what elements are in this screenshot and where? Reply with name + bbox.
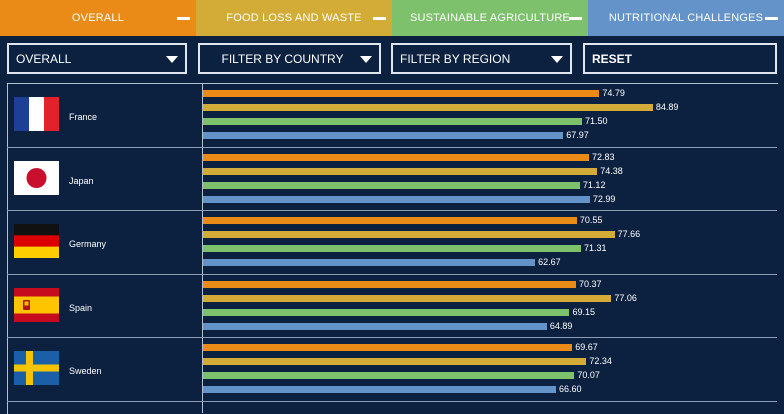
score-bar (203, 104, 653, 111)
score-label: 70.37 (578, 278, 602, 289)
sweden-flag-icon (14, 351, 59, 386)
chevron-down-icon (551, 56, 563, 63)
score-label: 71.12 (582, 179, 606, 190)
score-bar (203, 372, 575, 380)
minus-icon[interactable] (373, 17, 386, 20)
score-bar (203, 153, 589, 161)
tab-food-loss-and-waste[interactable]: FOOD LOSS AND WASTE (196, 0, 392, 36)
chevron-down-icon (360, 56, 372, 63)
score-label: 72.83 (591, 151, 615, 162)
tab-label: NUTRITIONAL CHALLENGES (608, 12, 764, 24)
score-label: 84.89 (655, 102, 679, 112)
score-bar (203, 132, 564, 139)
minus-icon[interactable] (569, 17, 582, 20)
tab-overall[interactable]: OVERALL (0, 0, 196, 36)
score-bar (203, 195, 590, 203)
score-label: 70.55 (579, 215, 603, 226)
country-select[interactable]: FILTER BY COUNTRY (198, 43, 381, 74)
tab-nutritional-challenges[interactable]: NUTRITIONAL CHALLENGES (588, 0, 784, 36)
score-bar (203, 231, 615, 239)
table-row: Japan 72.83 74.38 71.12 72.99 (7, 148, 777, 212)
score-bar (203, 259, 536, 267)
category-select-value: OVERALL (16, 51, 72, 66)
score-bar (203, 386, 556, 394)
country-name: Japan (69, 175, 94, 186)
chart-divider (202, 83, 203, 413)
score-label: 69.67 (575, 342, 598, 353)
score-label: 77.06 (614, 292, 637, 303)
minus-icon[interactable] (177, 17, 190, 20)
score-label: 69.15 (572, 306, 596, 317)
score-label: 74.38 (600, 165, 623, 176)
country-name: Spain (69, 302, 93, 313)
score-bar (203, 322, 547, 330)
score-bar (203, 358, 587, 366)
tab-label: FOOD LOSS AND WASTE (226, 12, 362, 24)
score-bar (203, 308, 570, 316)
country-select-value: FILTER BY COUNTRY (221, 51, 344, 66)
category-select[interactable]: OVERALL (7, 43, 187, 74)
germany-flag-icon (14, 224, 59, 259)
reset-label: RESET (592, 51, 633, 66)
tab-sustainable-agriculture[interactable]: SUSTAINABLE AGRICULTURE (392, 0, 588, 36)
filter-bar: OVERALL FILTER BY COUNTRY FILTER BY REGI… (0, 43, 784, 74)
reset-button[interactable]: RESET (583, 43, 777, 74)
score-label: 71.50 (584, 116, 608, 126)
score-label: 70.07 (577, 370, 600, 381)
score-bar (203, 344, 573, 352)
country-name: Sweden (69, 366, 102, 377)
score-label: 72.99 (592, 193, 616, 204)
france-flag-icon (14, 97, 59, 131)
table-row: Sweden 69.67 72.34 70.07 66.60 (7, 338, 777, 402)
region-select[interactable]: FILTER BY REGION (391, 43, 572, 74)
minus-icon[interactable] (765, 17, 778, 20)
japan-flag-icon (14, 160, 59, 195)
tab-label: OVERALL (71, 12, 125, 24)
score-bar (203, 90, 600, 97)
score-bar (203, 217, 577, 225)
score-bar (203, 280, 576, 288)
region-select-value: FILTER BY REGION (400, 51, 511, 66)
table-row: France 74.79 84.89 71.50 67.97 (7, 84, 777, 148)
score-label: 62.67 (538, 257, 561, 268)
country-name: France (69, 112, 98, 122)
score-bar (203, 118, 582, 125)
table-row: Spain 70.37 77.06 69.15 64.89 (7, 275, 777, 339)
score-bar (203, 167, 598, 175)
score-bar (203, 294, 612, 302)
country-name: Germany (69, 239, 107, 250)
tab-label: SUSTAINABLE AGRICULTURE (409, 12, 571, 24)
score-label: 74.79 (602, 88, 625, 98)
category-tabs: OVERALL FOOD LOSS AND WASTE SUSTAINABLE … (0, 0, 784, 36)
chevron-down-icon (166, 56, 178, 63)
table-row: Germany 70.55 77.66 71.31 62.67 (7, 211, 777, 275)
score-label: 64.89 (549, 320, 573, 331)
score-label: 66.60 (558, 384, 582, 395)
score-label: 67.97 (566, 130, 589, 140)
score-label: 72.34 (589, 356, 612, 367)
score-label: 71.31 (583, 243, 607, 254)
score-label: 77.66 (617, 229, 641, 240)
score-bar (203, 245, 581, 253)
spain-flag-icon (14, 287, 59, 322)
score-bar (203, 181, 580, 189)
ranking-chart (7, 83, 778, 414)
